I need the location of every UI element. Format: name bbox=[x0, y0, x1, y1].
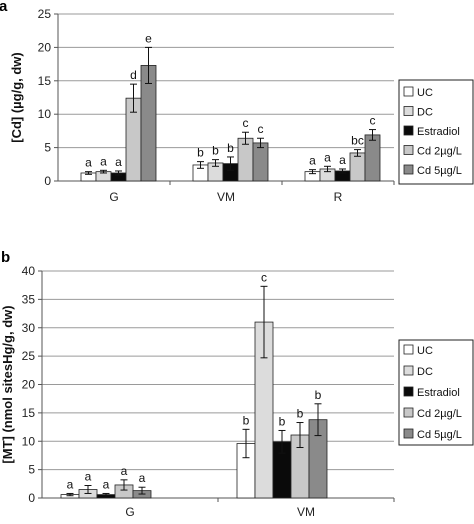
significance-letter: a bbox=[309, 154, 316, 168]
legend-label: Estradiol bbox=[417, 387, 460, 399]
significance-letter: b bbox=[297, 407, 304, 421]
legend-swatch bbox=[403, 428, 414, 439]
y-tick-label: 10 bbox=[22, 434, 36, 448]
y-tick-label: 30 bbox=[22, 321, 36, 335]
y-tick-label: 0 bbox=[28, 491, 35, 505]
significance-letter: a bbox=[67, 477, 74, 491]
y-tick-label: 5 bbox=[44, 141, 51, 155]
y-axis-label: [MT] (nmol sitesHg/g, dw) bbox=[0, 305, 15, 463]
chart-panel-b: 0 5 10 15 20 25 30 35 40 [MT] (nmol sitesHg/g, dw… bbox=[0, 264, 474, 519]
significance-letter: b bbox=[315, 388, 322, 402]
y-tick-label: 15 bbox=[38, 74, 52, 88]
legend-label: Cd 5µg/L bbox=[417, 429, 462, 441]
y-tick-label: 25 bbox=[38, 7, 52, 21]
significance-letter: b bbox=[279, 414, 286, 428]
legend-label: Cd 5µg/L bbox=[417, 165, 462, 177]
significance-letter: a bbox=[115, 155, 122, 169]
legend-swatch bbox=[403, 106, 414, 116]
significance-letter: b bbox=[243, 413, 250, 427]
significance-letter: c bbox=[243, 116, 249, 130]
panel-a-letter: a bbox=[0, 0, 8, 15]
significance-letter: a bbox=[324, 150, 331, 164]
bar bbox=[349, 152, 366, 182]
significance-letter: c bbox=[261, 270, 267, 284]
y-tick-label: 0 bbox=[44, 174, 51, 188]
significance-letter: a bbox=[139, 471, 146, 485]
legend-label: Cd 2µg/L bbox=[417, 146, 462, 158]
significance-letter: a bbox=[121, 464, 128, 478]
significance-letter: d bbox=[130, 68, 137, 82]
legend-label: DC bbox=[417, 366, 433, 378]
significance-letter: c bbox=[370, 114, 376, 128]
significance-letter: a bbox=[100, 154, 107, 168]
legend-label: UC bbox=[417, 87, 433, 99]
significance-letter: c bbox=[258, 122, 264, 136]
bar bbox=[252, 142, 269, 182]
y-tick-label: 20 bbox=[38, 40, 52, 54]
y-tick-label: 5 bbox=[28, 463, 35, 477]
significance-letter: a bbox=[85, 156, 92, 170]
legend: UC DC Estradiol Cd 2µg/L Cd 5µg/L bbox=[398, 79, 474, 185]
significance-letter: b bbox=[227, 141, 234, 155]
y-tick-label: 10 bbox=[38, 107, 52, 121]
legend-swatch bbox=[403, 386, 414, 397]
legend-swatch bbox=[403, 365, 414, 376]
x-tick-label: VM bbox=[217, 190, 235, 204]
y-tick-label: 20 bbox=[22, 378, 36, 392]
x-tick-label: VM bbox=[297, 505, 315, 519]
legend-label: UC bbox=[417, 345, 433, 357]
significance-letter: e bbox=[145, 31, 152, 45]
x-tick-label: G bbox=[109, 190, 118, 204]
legend-swatch bbox=[403, 407, 414, 418]
legend-label: Estradiol bbox=[417, 126, 460, 138]
legend-swatch bbox=[403, 344, 414, 355]
legend-swatch bbox=[403, 86, 414, 97]
significance-letter: a bbox=[339, 153, 346, 167]
y-axis-label: [Cd] (µg/g, dw) bbox=[9, 52, 24, 143]
legend-swatch bbox=[403, 164, 414, 175]
significance-letter: b bbox=[197, 146, 204, 160]
legend-swatch bbox=[403, 125, 414, 136]
significance-letter: a bbox=[103, 477, 110, 491]
bar bbox=[364, 134, 381, 182]
x-tick-label: G bbox=[125, 505, 134, 519]
significance-letter: bc bbox=[351, 134, 364, 148]
legend-label: DC bbox=[417, 107, 433, 119]
legend: UC DC Estradiol Cd 2µg/L Cd 5µg/L bbox=[398, 339, 474, 446]
legend-label: Cd 2µg/L bbox=[417, 408, 462, 420]
significance-letter: a bbox=[85, 470, 92, 484]
y-tick-label: 15 bbox=[22, 406, 36, 420]
x-tick-label: R bbox=[334, 190, 343, 204]
y-tick-label: 35 bbox=[22, 292, 36, 306]
legend-swatch bbox=[403, 145, 414, 155]
significance-letter: b bbox=[212, 144, 219, 158]
y-tick-label: 25 bbox=[22, 349, 36, 363]
panel-b-letter: b bbox=[1, 249, 10, 266]
y-tick-label: 40 bbox=[22, 264, 36, 278]
